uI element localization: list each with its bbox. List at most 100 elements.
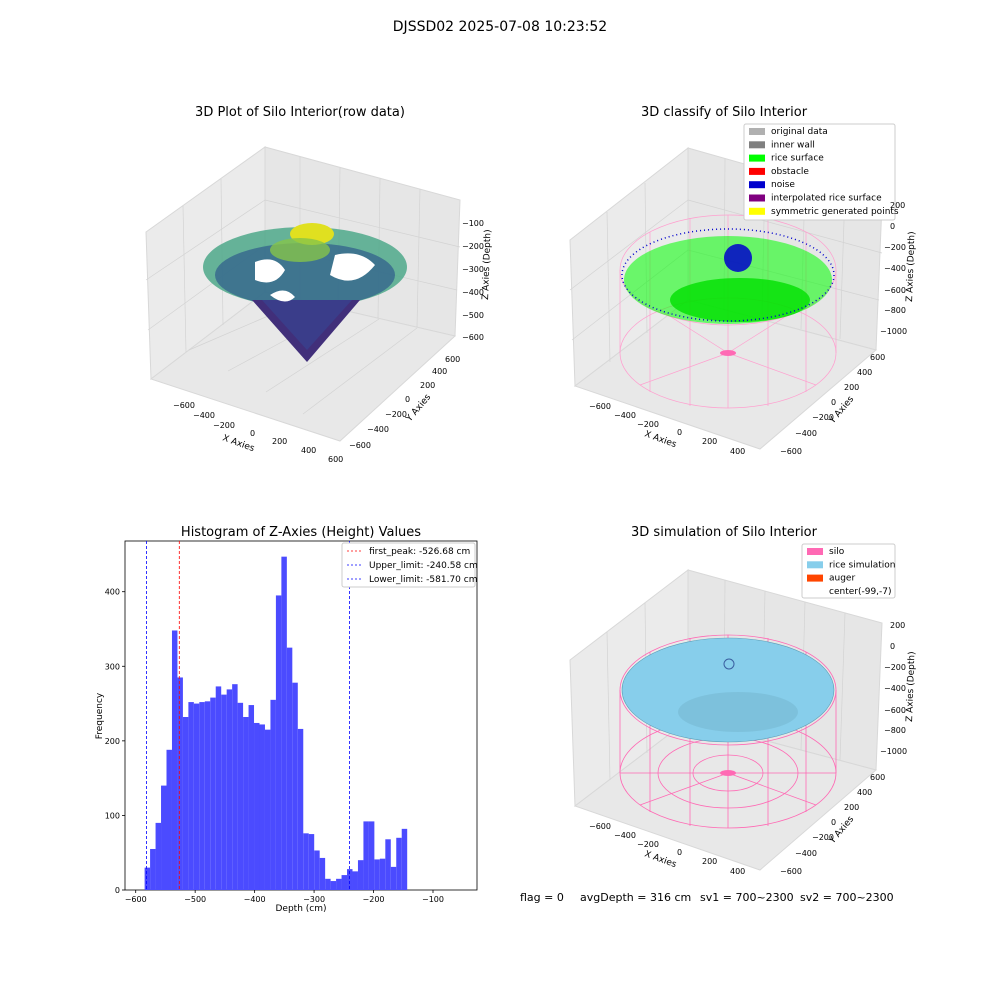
panel4-rice-dip (678, 692, 798, 732)
panel1-y-ticks: −600 −400 −200 0 200 400 600 (349, 355, 460, 450)
panel4-xlabel: X Axies (643, 849, 678, 870)
panel-raw-3d: 3D Plot of Silo Interior(row data) −600 … (145, 105, 493, 464)
svg-text:200: 200 (272, 437, 287, 446)
legend-label: center(-99,-7) (829, 587, 892, 597)
svg-text:400: 400 (301, 446, 316, 455)
panel1-title: 3D Plot of Silo Interior(row data) (195, 105, 405, 120)
svg-text:−600: −600 (884, 706, 906, 715)
svg-text:0: 0 (677, 848, 682, 857)
svg-text:200: 200 (844, 383, 859, 392)
svg-text:−600: −600 (780, 867, 802, 876)
hist-bar (237, 702, 244, 890)
svg-text:400: 400 (730, 447, 745, 456)
hist-bar (292, 682, 298, 890)
svg-text:−800: −800 (884, 306, 906, 315)
y-tick-label: 0 (115, 886, 120, 895)
footer-avg-depth: avgDepth = 316 cm (580, 891, 691, 904)
panel1-zlabel: Z Axies (Depth) (481, 229, 493, 300)
svg-text:−100: −100 (462, 219, 484, 228)
panel4-z-ticks: 200 0 −200 −400 −600 −800 −1000 (880, 621, 907, 756)
hist-bar (188, 702, 194, 890)
panel4-legend-box (801, 543, 896, 599)
legend-swatch (749, 167, 765, 175)
hist-bar (199, 702, 205, 890)
svg-text:−400: −400 (614, 831, 636, 840)
hist-bar (210, 697, 216, 890)
hist-bar (166, 749, 172, 890)
svg-text:−200: −200 (884, 663, 906, 672)
footer-sv2: sv2 = 700~2300 (800, 891, 894, 904)
svg-text:−1000: −1000 (880, 747, 907, 756)
hist-bar (254, 722, 260, 890)
legend-label: rice simulation (829, 560, 895, 570)
panel4-title: 3D simulation of Silo Interior (631, 525, 818, 540)
panel2-y-ticks: −600 −400 −200 0 200 400 600 (780, 353, 885, 456)
hist-bar (259, 724, 265, 890)
svg-text:−200: −200 (385, 410, 407, 419)
panel4-zlabel: Z Axies (Depth) (905, 651, 917, 722)
svg-text:−400: −400 (884, 684, 906, 693)
svg-text:−200: −200 (462, 242, 484, 251)
svg-text:−400: −400 (367, 425, 389, 434)
legend-label: rice surface (771, 154, 824, 164)
hist-bar (379, 858, 386, 890)
panel2-center-mark (720, 350, 736, 356)
legend-swatch (749, 194, 765, 202)
legend-swatch (807, 548, 823, 555)
svg-text:400: 400 (857, 788, 872, 797)
legend-label: auger (829, 574, 855, 584)
hist-bar (385, 839, 391, 890)
hist-bar (177, 677, 183, 890)
panel2-noise-ring (621, 228, 835, 322)
panel2-noise-cluster (724, 244, 752, 272)
svg-text:200: 200 (890, 201, 905, 210)
panel3-bars (144, 556, 408, 890)
hist-bar (221, 694, 227, 890)
hist-bar (297, 728, 304, 890)
panel2-zlabel: Z Axies (Depth) (905, 231, 917, 302)
svg-text:600: 600 (870, 353, 885, 362)
panel2-z-ticks: 200 0 −200 −400 −600 −800 −1000 (880, 201, 907, 336)
hist-bar (150, 848, 156, 890)
legend-swatch (749, 154, 765, 162)
x-tick-label: −100 (422, 895, 444, 904)
svg-text:200: 200 (844, 803, 859, 812)
svg-text:200: 200 (702, 437, 717, 446)
panel1-x-ticks: −600 −400 −200 0 200 400 600 (173, 401, 343, 464)
svg-text:−200: −200 (812, 833, 834, 842)
svg-text:−600: −600 (780, 447, 802, 456)
hist-bar (275, 595, 282, 890)
svg-text:400: 400 (432, 367, 447, 376)
svg-text:200: 200 (702, 857, 717, 866)
panel1-pane-floor (149, 291, 457, 442)
hist-bar (325, 878, 331, 890)
svg-text:−600: −600 (462, 333, 484, 342)
legend-label: symmetric generated points (771, 207, 899, 217)
svg-text:−600: −600 (173, 401, 195, 410)
footer-flag: flag = 0 (520, 891, 564, 904)
hist-bar (303, 833, 309, 890)
svg-text:−600: −600 (589, 402, 611, 411)
panel4-y-ticks: −600 −400 −200 0 200 400 600 (780, 773, 885, 876)
hist-bar (171, 630, 178, 890)
panel2-x-ticks: −600 −400 −200 0 200 400 (589, 402, 745, 456)
svg-text:0: 0 (250, 429, 255, 438)
hist-bar (193, 703, 200, 890)
svg-text:−200: −200 (637, 840, 659, 849)
panel2-xlabel: X Axies (643, 429, 678, 450)
hist-bar (248, 705, 255, 890)
panel4-x-ticks: −600 −400 −200 0 200 400 (589, 822, 745, 876)
svg-text:600: 600 (328, 455, 343, 464)
x-tick-label: −500 (184, 895, 206, 904)
legend-label-upper-limit: Upper_limit: -240.58 cm (369, 561, 478, 571)
panel1-white-holes (255, 253, 375, 302)
hist-bar (308, 834, 315, 890)
legend-label-first-peak: first_peak: -526.68 cm (369, 547, 470, 557)
hist-bar (243, 716, 249, 890)
hist-bar (368, 821, 375, 890)
hist-bar (357, 860, 364, 890)
svg-text:200: 200 (890, 621, 905, 630)
hist-bar (352, 871, 358, 890)
